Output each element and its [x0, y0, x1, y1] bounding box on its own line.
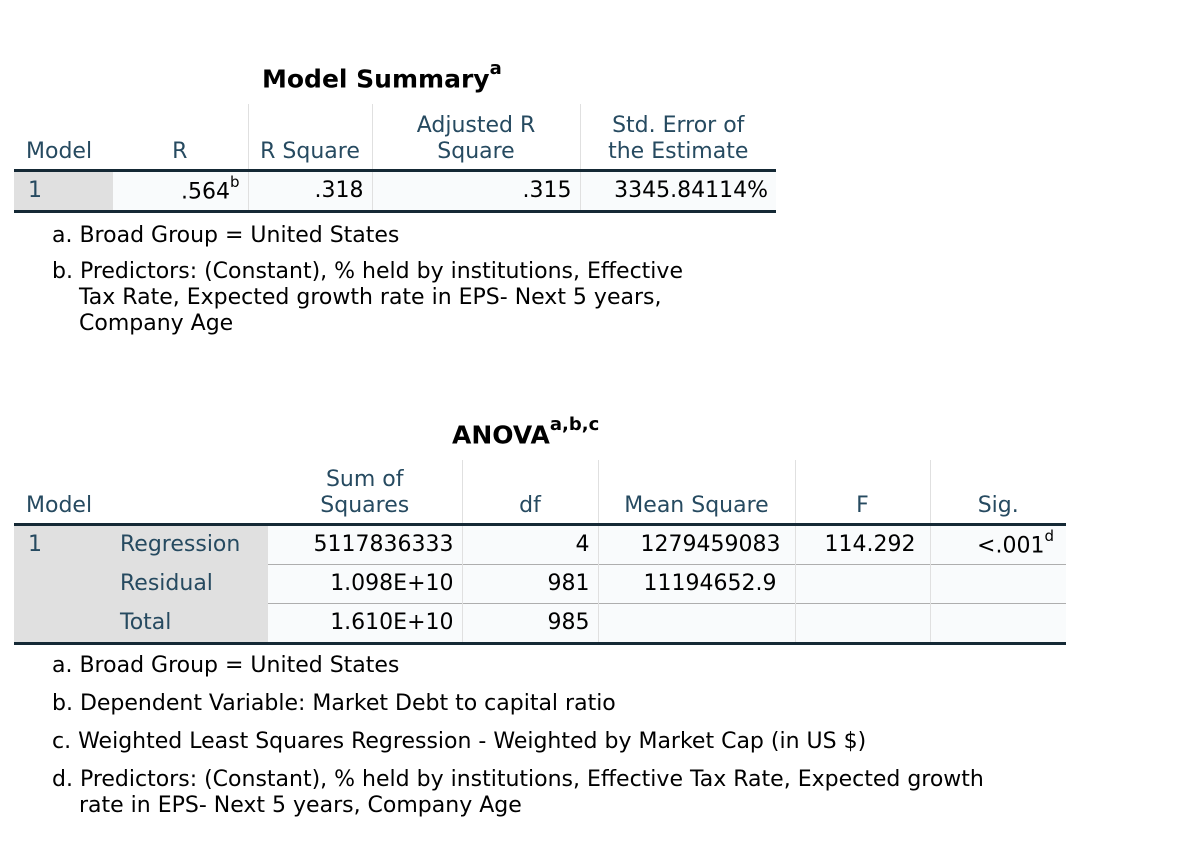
ss-cell: 5117836333 — [268, 524, 462, 564]
ss-cell: 1.098E+10 — [268, 563, 462, 603]
row-label: Total — [112, 603, 268, 645]
footnote-b: b. Dependent Variable: Market Debt to ca… — [52, 691, 616, 716]
f-cell: 114.292 — [794, 524, 930, 564]
std-error-cell: 3345.84114% — [579, 170, 776, 213]
title-text: Model Summary — [262, 64, 490, 94]
table-row: Residual 1.098E+10 981 11194652.9 — [14, 563, 1066, 603]
f-cell — [794, 563, 930, 603]
header-model: Model — [14, 104, 112, 172]
footnote-a: a. Broad Group = United States — [52, 653, 400, 678]
header-mean-square: Mean Square — [597, 460, 795, 526]
df-cell: 985 — [461, 602, 598, 645]
model-cell: 1 — [14, 170, 112, 213]
row-label: Residual — [112, 564, 268, 603]
sig-cell — [929, 602, 1066, 645]
r-sup: b — [229, 173, 240, 192]
title-text: ANOVA — [452, 420, 550, 450]
r-value: .564 — [180, 179, 230, 205]
row-label: Regression — [112, 524, 268, 564]
title-sup: a,b,c — [549, 414, 600, 435]
sig-cell: <.001d — [929, 524, 1066, 564]
ss-cell: 1.610E+10 — [268, 602, 462, 645]
footnote-b-line2: Tax Rate, Expected growth rate in EPS- N… — [79, 285, 662, 310]
anova-footnotes: a. Broad Group = United States b. Depend… — [52, 653, 984, 819]
footnote-d-line1: d. Predictors: (Constant), % held by ins… — [52, 767, 984, 792]
header-r: R — [112, 104, 248, 172]
model-summary-table: Model R R Square Adjusted R Square Std. … — [14, 104, 776, 213]
anova-table: Model Sum of Squares df Mean Square F Si… — [14, 460, 1066, 645]
model-summary-footnotes: a. Broad Group = United States b. Predic… — [52, 223, 683, 337]
sig-sup: d — [1044, 527, 1054, 546]
footnote-a: a. Broad Group = United States — [52, 223, 400, 248]
ms-cell — [597, 602, 795, 645]
r-cell: .564b — [111, 170, 248, 213]
header-df: df — [461, 460, 598, 526]
footnote-c: c. Weighted Least Squares Regression - W… — [52, 729, 867, 754]
header-sum-of-squares: Sum of Squares — [268, 460, 462, 526]
ms-cell: 11194652.9 — [597, 563, 795, 603]
header-adjusted-r-square: Adjusted R Square — [371, 104, 580, 172]
table-row: 1 Regression 5117836333 4 1279459083 114… — [14, 524, 1066, 645]
df-cell: 981 — [461, 563, 598, 603]
model-summary-title: Model Summarya — [262, 58, 502, 94]
header-f: F — [794, 460, 930, 526]
sig-value: <.001 — [977, 533, 1045, 559]
header-sig: Sig. — [929, 460, 1066, 526]
f-cell — [794, 602, 930, 645]
header-model: Model — [14, 460, 112, 526]
header-std-error: Std. Error of the Estimate — [579, 104, 776, 172]
header-blank — [112, 460, 268, 526]
table-row: Total 1.610E+10 985 — [14, 602, 1066, 645]
anova-title: ANOVAa,b,c — [452, 414, 599, 450]
df-cell: 4 — [461, 524, 598, 564]
model-cell: 1 — [14, 524, 112, 645]
table-row: 1 .564b .318 .315 3345.84114% — [14, 170, 776, 213]
adj-r-square-cell: .315 — [371, 170, 580, 213]
footnote-b-line3: Company Age — [79, 311, 234, 336]
sig-cell — [929, 563, 1066, 603]
ms-cell: 1279459083 — [597, 524, 795, 564]
footnote-d-line2: rate in EPS- Next 5 years, Company Age — [79, 793, 522, 818]
title-sup: a — [489, 58, 502, 79]
footnote-b-line1: b. Predictors: (Constant), % held by ins… — [52, 259, 683, 284]
header-r-square: R Square — [247, 104, 372, 172]
r-square-cell: .318 — [247, 170, 372, 213]
